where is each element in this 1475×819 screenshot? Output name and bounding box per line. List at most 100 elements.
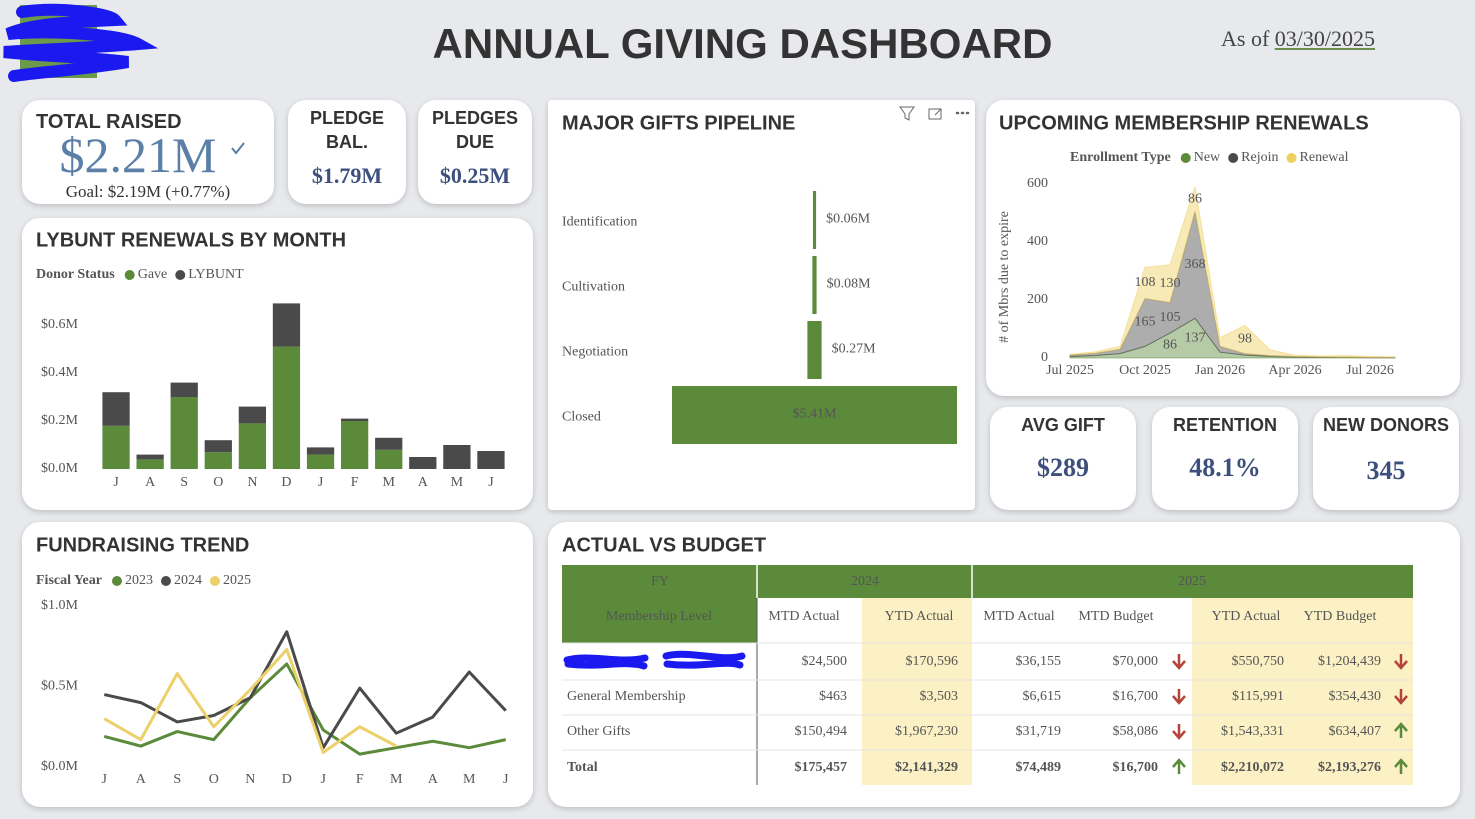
filter-icon[interactable] <box>899 106 915 121</box>
header-title: ANNUAL GIVING DASHBOARD <box>432 20 1053 67</box>
legend-label: 2023 <box>125 573 153 588</box>
trend-arrow <box>1394 689 1408 705</box>
kpi-label: PLEDGE BAL. <box>310 108 385 152</box>
legend-marker <box>124 270 135 280</box>
x-tick-label: J <box>488 475 494 490</box>
bar <box>170 397 198 469</box>
cell-value: $3,503 <box>920 689 959 704</box>
y-tick-label: $1.0M <box>41 598 79 613</box>
kpi-label: TOTAL RAISED <box>36 111 182 133</box>
y-tick-label: $0.6M <box>41 317 79 332</box>
chart-title: MAJOR GIFTS PIPELINE <box>562 112 795 134</box>
x-tick-label: A <box>428 772 439 787</box>
bar <box>102 425 130 469</box>
bar <box>102 392 130 426</box>
x-tick-label: O <box>213 475 223 490</box>
bar <box>477 451 505 469</box>
kpi-value: $1.79M <box>311 163 383 188</box>
column-header: YTD Actual <box>1212 609 1281 624</box>
value-label: $0.08M <box>827 277 872 292</box>
legend-title: Donor Status <box>36 267 115 282</box>
expand-icon[interactable] <box>928 108 942 120</box>
x-tick-label: Apr 2026 <box>1268 363 1321 378</box>
legend-label: 2025 <box>223 573 251 588</box>
funnel-bar <box>812 191 817 249</box>
data-label: 137 <box>1185 330 1206 345</box>
cell-value: $70,000 <box>1113 654 1159 669</box>
kpi-card: AVG GIFT $289 <box>990 407 1136 510</box>
line <box>103 662 507 756</box>
y-tick-label: 600 <box>1027 176 1048 191</box>
as-of: As of 03/30/2025 <box>1221 26 1375 52</box>
funnel-bar <box>807 321 822 379</box>
x-tick-label: J <box>318 475 324 490</box>
funnel-bar <box>672 386 957 444</box>
check-icon <box>231 142 245 155</box>
bar <box>136 459 164 469</box>
cell-value: $354,430 <box>1329 689 1382 704</box>
cell-value: $1,204,439 <box>1318 654 1381 669</box>
legend-marker <box>209 576 220 586</box>
cell-value: $24,500 <box>802 654 848 669</box>
column-header: MTD Actual <box>768 609 839 624</box>
row-label: Total <box>567 760 598 775</box>
x-tick-label: A <box>145 475 156 490</box>
x-tick-label: M <box>390 772 403 787</box>
x-tick-label: N <box>245 772 255 787</box>
chart-title: FUNDRAISING TREND <box>36 534 249 556</box>
data-label: 86 <box>1188 191 1202 206</box>
kpi-value: 48.1% <box>1189 453 1261 482</box>
funnel-bar <box>812 256 817 314</box>
stage-label: Identification <box>562 215 637 230</box>
header-bg <box>562 598 757 643</box>
legend-label: New <box>1194 150 1221 165</box>
y-tick-label: $0.2M <box>41 413 79 428</box>
chart-card <box>22 522 533 807</box>
bar <box>306 447 335 455</box>
cell-value: $1,543,331 <box>1221 724 1284 739</box>
ytd-bg <box>1192 598 1413 785</box>
cell-value: $31,719 <box>1016 724 1062 739</box>
kpi-value: $289 <box>1037 453 1089 482</box>
data-label: 368 <box>1185 257 1206 272</box>
data-label: 165 <box>1135 315 1156 330</box>
column-header: YTD Actual <box>885 609 954 624</box>
kpi-value: $2.21M <box>59 127 217 183</box>
area <box>1069 186 1396 358</box>
logo-redaction <box>3 3 159 82</box>
trend-arrow <box>1394 758 1408 774</box>
y-tick-label: 400 <box>1027 234 1048 249</box>
cell-value: $16,700 <box>1113 760 1159 775</box>
legend-marker <box>1286 153 1297 163</box>
fy-label: FY <box>651 574 669 589</box>
group-header: 2025 <box>1178 574 1206 589</box>
value-label: $0.06M <box>826 212 871 227</box>
x-tick-label: J <box>113 475 119 490</box>
legend-marker <box>111 576 122 586</box>
trend-arrow <box>1394 722 1408 738</box>
x-tick-label: Jan 2026 <box>1195 363 1245 378</box>
trend-arrow <box>1172 689 1186 705</box>
line <box>103 647 397 755</box>
x-tick-label: M <box>451 475 464 490</box>
x-tick-label: A <box>136 772 147 787</box>
bar <box>340 418 369 421</box>
kpi-label: PLEDGES DUE <box>431 108 519 152</box>
x-tick-label: N <box>247 475 257 490</box>
x-tick-label: M <box>463 772 476 787</box>
x-tick-label: S <box>173 772 181 787</box>
bar <box>272 303 301 347</box>
cell-value: $1,967,230 <box>895 724 958 739</box>
kpi-card: NEW DONORS 345 <box>1313 407 1459 510</box>
x-tick-label: F <box>351 475 359 490</box>
cell-value: $175,457 <box>795 760 848 775</box>
data-label: 86 <box>1163 338 1177 353</box>
cell-value: $6,615 <box>1023 689 1062 704</box>
bar <box>136 454 164 460</box>
column-header: Membership Level <box>606 609 712 624</box>
y-tick-label: $0.4M <box>41 365 79 380</box>
x-tick-label: O <box>209 772 219 787</box>
bar <box>238 423 267 469</box>
data-label: 105 <box>1160 310 1181 325</box>
